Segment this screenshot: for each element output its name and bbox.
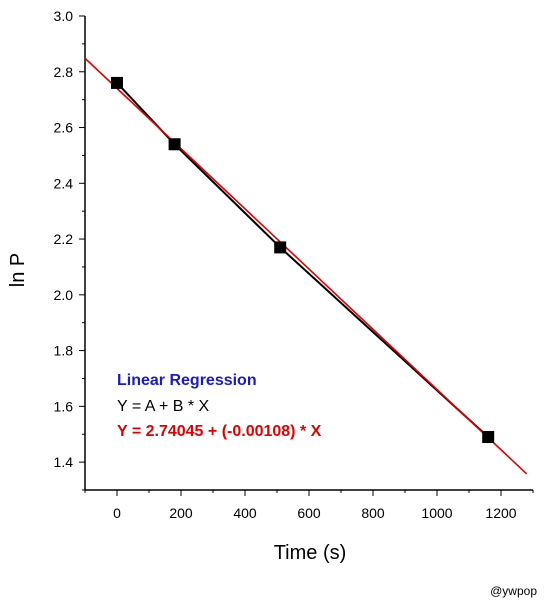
data-point [168,138,181,151]
annotation-model: Y = A + B * X [117,398,210,415]
y-tick-label: 1.4 [54,454,74,470]
data-point [482,431,495,444]
annotation-heading: Linear Regression [117,372,257,389]
series-line [116,82,489,438]
x-axis-label: Time (s) [274,542,347,564]
x-tick-label: 0 [113,505,121,521]
data-point [274,241,287,254]
annotation-equation: Y = 2.74045 + (-0.00108) * X [117,423,322,440]
x-ticks: 0 200 400 600 800 1000 1200 [84,490,534,521]
y-tick-label: 2.4 [54,175,74,191]
x-tick-label: 800 [361,505,385,521]
data-point [111,76,123,89]
y-tick-label: 2.8 [54,64,74,80]
y-ticks: 1.4 1.6 1.8 2.0 2.2 2.4 2.6 2.8 3.0 [54,8,85,491]
y-axis-label: ln P [7,253,29,287]
y-tick-label: 1.6 [54,398,74,414]
points [111,76,495,444]
fit-layer [84,57,528,475]
y-tick-label: 1.8 [54,343,74,359]
regression-line [84,57,528,475]
axes [84,16,533,491]
series-lines [116,82,489,438]
y-tick-label: 3.0 [54,8,74,24]
y-tick-label: 2.2 [54,231,74,247]
y-tick-label: 2.0 [54,287,74,303]
x-tick-label: 200 [169,505,193,521]
y-tick-label: 2.6 [54,120,74,136]
credit-text: @ywpop [490,584,537,598]
x-tick-label: 1000 [421,505,452,521]
x-tick-label: 400 [233,505,257,521]
x-tick-label: 1200 [485,505,516,521]
x-tick-label: 600 [297,505,321,521]
